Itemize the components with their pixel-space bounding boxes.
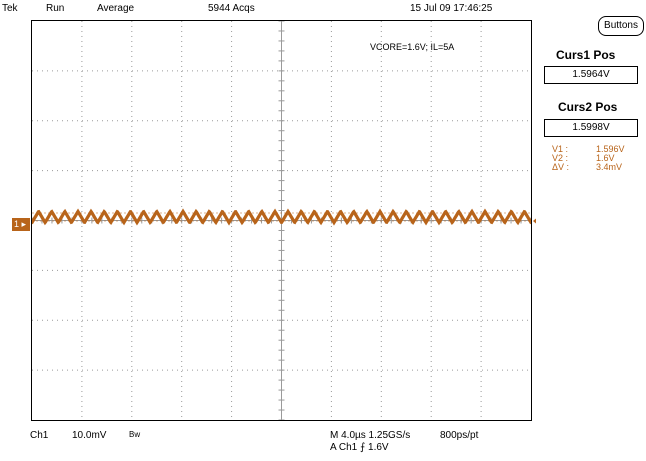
status-bar: Tek Run Average 5944 Acqs 15 Jul 09 17:4… [0, 0, 532, 18]
record-resolution: 800ps/pt [440, 430, 479, 441]
readout-v2: V2 : 1.6V [552, 154, 632, 163]
waveform-display [31, 20, 532, 421]
cursor1-position-value[interactable]: 1.5964V [544, 66, 638, 84]
cursor2-position-label: Curs2 Pos [558, 100, 618, 114]
readout-key: V1 : [552, 144, 569, 154]
readout-value: 1.6V [596, 153, 615, 163]
acquisition-mode: Average [97, 3, 135, 14]
timestamp: 15 Jul 09 17:46:25 [410, 3, 493, 14]
channel-label[interactable]: Ch1 [30, 430, 49, 441]
vertical-scale[interactable]: 10.0mV [72, 430, 107, 441]
readout-key: ΔV : [552, 162, 570, 172]
buttons-button[interactable]: Buttons [598, 16, 644, 36]
ch1-trace [32, 208, 531, 226]
cursor2-position-value[interactable]: 1.5998V [544, 119, 638, 137]
trace-envelope-lower [32, 210, 531, 226]
trigger-readout[interactable]: A Ch1 ⨍ 1.6V [330, 442, 389, 453]
graticule [32, 21, 531, 420]
readout-value: 3.4mV [596, 162, 623, 172]
cursor1-position-label: Curs1 Pos [556, 48, 616, 62]
timebase-readout[interactable]: M 4.0µs 1.25GS/s [330, 430, 411, 441]
trace-envelope-upper [32, 208, 531, 224]
readout-v1: V1 : 1.596V [552, 145, 632, 154]
ch1-marker-label: 1 [14, 219, 20, 229]
brand-label: Tek [2, 3, 18, 14]
side-menu-panel [536, 0, 646, 461]
readout-key: V2 : [552, 153, 569, 163]
readout-delta-v: ΔV : 3.4mV [552, 163, 632, 172]
screen-annotation: VCORE=1.6V; IL=5A [370, 42, 455, 52]
acquisition-count: 5944 Acqs [208, 3, 255, 14]
cursor-readouts: V1 : 1.596V V2 : 1.6V ΔV : 3.4mV [552, 145, 632, 172]
bandwidth-limit-indicator: Bw [129, 430, 141, 439]
readout-value: 1.596V [596, 144, 625, 154]
bottom-status-bar: Ch1 10.0mV Bw M 4.0µs 1.25GS/s 800ps/pt … [0, 425, 540, 461]
ch1-ground-marker[interactable]: 1 ▸ [12, 218, 30, 231]
run-state[interactable]: Run [46, 3, 65, 14]
